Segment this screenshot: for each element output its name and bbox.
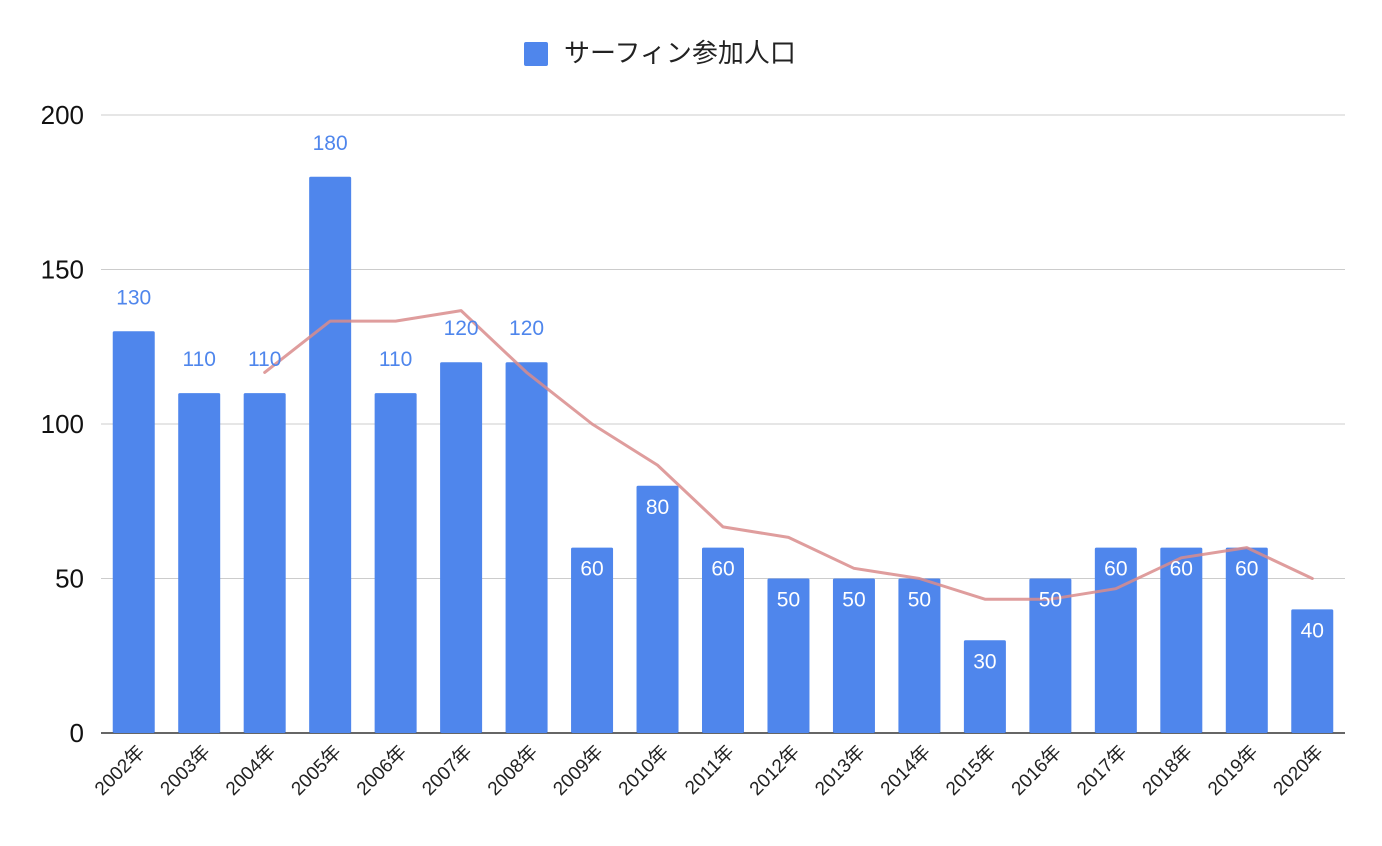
bar (1225, 547, 1268, 733)
bar (1029, 578, 1072, 733)
bars (112, 176, 1334, 734)
x-tick-label: 2006年 (352, 741, 411, 800)
bar (832, 578, 875, 733)
bar (505, 362, 548, 733)
bar (571, 547, 614, 733)
x-tick-label: 2012年 (745, 741, 804, 800)
data-label: 80 (646, 496, 669, 519)
bar (112, 331, 155, 733)
x-tick-label: 2009年 (549, 741, 608, 800)
x-tick-label: 2020年 (1269, 741, 1328, 800)
legend: サーフィン参加人口 (524, 38, 796, 68)
data-label: 130 (116, 286, 151, 309)
bar (1291, 609, 1334, 733)
data-label: 50 (777, 589, 800, 612)
data-label: 50 (908, 589, 931, 612)
data-label: 30 (973, 650, 996, 673)
x-tick-label: 2014年 (876, 741, 935, 800)
y-tick-label: 200 (41, 100, 84, 130)
data-labels: 130 110 110 180 110 120 120 60 80 60 50 50 50 30 50 60 6… (116, 132, 1324, 673)
data-label: 40 (1301, 619, 1324, 642)
bar (636, 485, 679, 733)
x-tick-label: 2011年 (681, 741, 739, 799)
x-tick-label: 2008年 (483, 741, 542, 800)
bar (178, 393, 221, 733)
data-label: 60 (580, 558, 603, 581)
data-label: 60 (711, 558, 734, 581)
x-tick-label: 2013年 (811, 741, 870, 800)
x-tick-label: 2015年 (942, 741, 1001, 800)
data-label: 180 (313, 132, 348, 155)
data-label: 120 (509, 317, 544, 340)
x-tick-label: 2003年 (156, 741, 215, 800)
bar (440, 362, 483, 733)
x-tick-label: 2019年 (1203, 741, 1262, 800)
bar (963, 640, 1006, 733)
data-label: 60 (1170, 558, 1193, 581)
legend-swatch (524, 42, 548, 66)
x-tick-label: 2007年 (418, 741, 477, 800)
x-tick-label: 2017年 (1072, 741, 1131, 800)
bar (1094, 547, 1137, 733)
bar (374, 393, 417, 733)
data-label: 110 (379, 348, 412, 371)
bar (702, 547, 744, 733)
y-tick-label: 100 (41, 409, 84, 439)
x-tick-label: 2005年 (287, 741, 346, 800)
x-tick-label: 2010年 (614, 741, 673, 800)
x-tick-label: 2002年 (90, 741, 149, 800)
y-tick-label: 50 (55, 564, 84, 594)
data-label: 60 (1104, 558, 1127, 581)
data-label: 110 (248, 348, 281, 371)
data-label: 50 (1039, 589, 1062, 612)
data-label: 110 (182, 348, 215, 371)
bar (898, 578, 941, 733)
bar (243, 393, 286, 733)
y-tick-label: 150 (41, 255, 84, 285)
x-tick-label: 2018年 (1138, 741, 1197, 800)
bar (309, 176, 352, 734)
y-axis-ticks: 0 50 100 150 200 (41, 100, 84, 748)
y-tick-label: 0 (70, 718, 84, 748)
x-tick-label: 2016年 (1007, 741, 1066, 800)
x-axis-ticks: 2002年 2003年 2004年 2005年 2006年 2007年 2008年 2009年… (90, 741, 1327, 800)
trendline-path (263, 309, 1314, 601)
data-label: 50 (842, 589, 865, 612)
x-tick-label: 2004年 (221, 741, 280, 800)
bar (1160, 547, 1203, 733)
data-label: 60 (1235, 558, 1258, 581)
trendline (263, 309, 1314, 601)
data-label: 120 (444, 317, 479, 340)
legend-label: サーフィン参加人口 (564, 38, 796, 68)
bar (767, 578, 810, 733)
